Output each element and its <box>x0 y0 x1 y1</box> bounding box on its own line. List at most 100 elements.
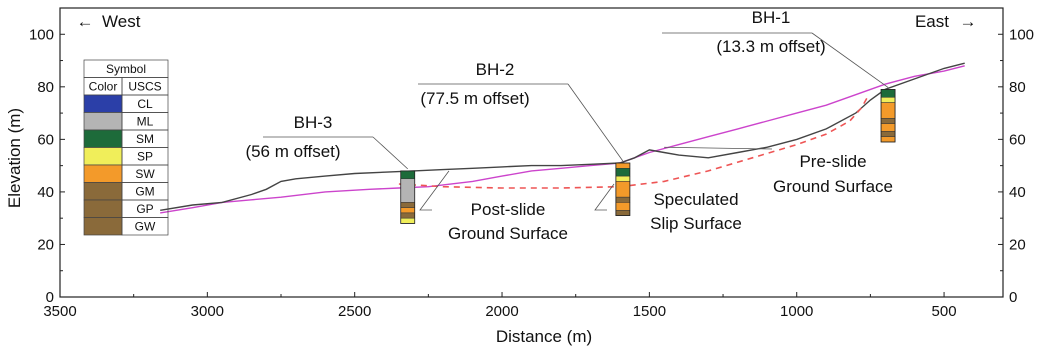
legend-swatch <box>83 147 123 166</box>
legend-code: GW <box>135 220 156 234</box>
borehole-id: BH-1 <box>752 8 791 27</box>
y-tick-label-right: 100 <box>1009 26 1034 43</box>
legend-code-cell <box>121 217 169 236</box>
legend-swatch <box>83 94 123 113</box>
legend-code: ML <box>137 115 154 129</box>
borehole-layer <box>400 170 415 180</box>
annotations: BH-1(13.3 m offset)BH-2(77.5 m offset)BH… <box>245 8 893 243</box>
borehole-layer <box>880 131 896 137</box>
borehole-offset: (56 m offset) <box>245 142 340 161</box>
legend-code: SM <box>136 132 154 146</box>
leader-line <box>811 32 889 88</box>
legend: Symbol Color USCS CL ML SM SP SW GM GP GW <box>83 59 169 236</box>
annotation-line2: Slip Surface <box>650 214 742 233</box>
x-tick-label: 3500 <box>43 303 76 320</box>
borehole-offset: (13.3 m offset) <box>716 37 825 56</box>
arrow-right-icon: → <box>960 12 977 31</box>
curve-annotation: Post-slide Ground Surface <box>419 170 568 243</box>
borehole-layer <box>615 168 631 177</box>
y-tick-label-left: 60 <box>37 131 54 148</box>
series-line-2 <box>398 96 869 189</box>
x-tick-label: 1500 <box>633 303 666 320</box>
leader-line <box>372 136 409 170</box>
x-tick-label: 3000 <box>191 303 224 320</box>
y-tick-label-left: 20 <box>37 236 54 253</box>
borehole-layer <box>615 181 631 198</box>
legend-swatch <box>83 112 123 131</box>
borehole-layer <box>400 178 415 203</box>
annotation-leader <box>594 183 615 211</box>
borehole-outline <box>400 170 416 224</box>
borehole-layer <box>880 89 896 98</box>
y-tick-label-right: 40 <box>1009 184 1026 201</box>
annotation-line1: Speculated <box>653 190 738 209</box>
borehole-layer <box>615 175 631 182</box>
legend-header: USCS <box>128 80 161 94</box>
borehole-outline <box>615 162 631 216</box>
plot-area <box>160 62 965 224</box>
borehole-layer <box>400 207 415 214</box>
annotation-leader <box>419 170 450 211</box>
annotation-leader <box>664 146 773 150</box>
legend-swatch <box>83 164 123 183</box>
borehole-layer <box>615 196 631 203</box>
legend-header: Color <box>89 80 118 94</box>
curve-annotation: Speculated Slip Surface <box>594 183 742 233</box>
direction-east: East → <box>915 12 977 31</box>
borehole-layer <box>615 210 631 216</box>
plot-frame <box>59 7 1004 298</box>
borehole-label-bh-1: BH-1 (13.3 m offset) <box>662 8 889 88</box>
borehole-layer <box>880 136 896 143</box>
annotation-line2: Ground Surface <box>448 224 568 243</box>
y-tick-label-left: 40 <box>37 184 54 201</box>
leader-line <box>567 83 624 162</box>
borehole-offset: (77.5 m offset) <box>420 89 529 108</box>
x-tick-label: 1000 <box>780 303 813 320</box>
legend-code: GP <box>136 202 153 216</box>
annotation-line1: Pre-slide <box>799 152 866 171</box>
curve-annotation: Pre-slide Ground Surface <box>664 146 893 196</box>
borehole-layer <box>615 162 631 169</box>
y-axis-title: Elevation (m) <box>5 108 24 208</box>
direction-west: ← West <box>77 12 141 31</box>
legend-swatch <box>83 199 123 218</box>
y-tick-label-right: 20 <box>1009 236 1026 253</box>
y-tick-label-left: 80 <box>37 79 54 96</box>
x-tick-label: 500 <box>932 303 957 320</box>
borehole-bh-1 <box>880 89 896 143</box>
x-tick-label: 2500 <box>338 303 371 320</box>
borehole-layer <box>880 123 896 132</box>
direction-west-label: West <box>102 12 141 31</box>
legend-title: Symbol <box>106 62 146 76</box>
borehole-label-bh-3: BH-3 (56 m offset) <box>245 113 409 170</box>
y-tick-label-left: 0 <box>46 289 54 306</box>
series-line-1 <box>160 62 965 211</box>
borehole-layer <box>400 202 415 208</box>
borehole-label-bh-2: BH-2 (77.5 m offset) <box>418 60 624 162</box>
legend-code: SP <box>137 150 153 164</box>
y-tick-label-right: 60 <box>1009 131 1026 148</box>
borehole-layer <box>400 212 415 219</box>
y-tick-label-right: 0 <box>1009 289 1017 306</box>
x-tick-label: 2000 <box>485 303 518 320</box>
borehole-outline <box>880 89 896 143</box>
y-tick-label-left: 100 <box>29 26 54 43</box>
borehole-layer <box>880 97 896 103</box>
borehole-bh-2 <box>615 162 631 216</box>
arrow-left-icon: ← <box>77 12 94 31</box>
axes: 3500 3000 2500 2000 1500 1000 500 0 0 20 20 40 40 60 6… <box>29 7 1034 320</box>
legend-swatch <box>83 182 123 201</box>
annotation-line2: Ground Surface <box>773 177 893 196</box>
legend-code: CL <box>137 97 153 111</box>
borehole-id: BH-2 <box>476 60 515 79</box>
legend-swatch <box>83 129 123 148</box>
borehole-layer <box>615 202 631 211</box>
x-axis-title: Distance (m) <box>496 327 592 346</box>
legend-swatch <box>83 217 123 236</box>
borehole-bh-3 <box>400 170 416 224</box>
annotation-line1: Post-slide <box>471 200 546 219</box>
borehole-id: BH-3 <box>294 113 333 132</box>
borehole-layer <box>400 217 415 224</box>
direction-east-label: East <box>915 12 949 31</box>
